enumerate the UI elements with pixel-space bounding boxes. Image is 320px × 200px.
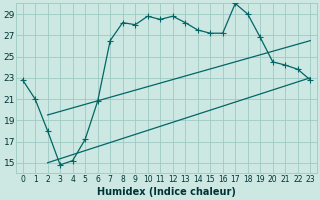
- X-axis label: Humidex (Indice chaleur): Humidex (Indice chaleur): [97, 187, 236, 197]
